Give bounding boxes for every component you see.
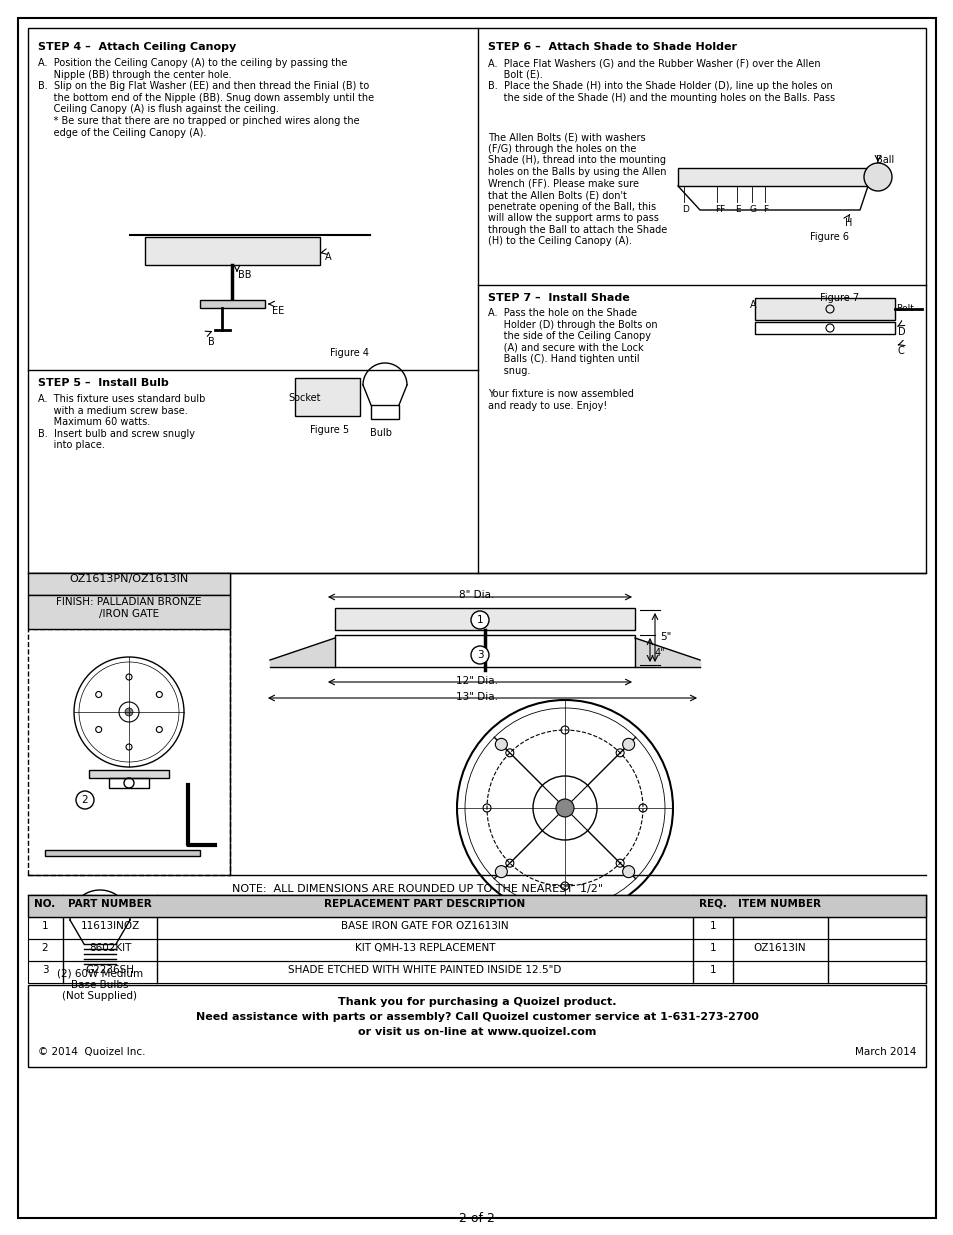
Text: 8" Dia.: 8" Dia. xyxy=(458,590,495,600)
Text: NOTE:  ALL DIMENSIONS ARE ROUNDED UP TO THE NEAREST  1/2": NOTE: ALL DIMENSIONS ARE ROUNDED UP TO T… xyxy=(232,884,602,894)
Circle shape xyxy=(456,700,672,916)
Text: 3: 3 xyxy=(42,965,49,974)
Circle shape xyxy=(471,611,489,629)
Text: BB: BB xyxy=(237,270,252,280)
Text: B: B xyxy=(208,337,214,347)
Bar xyxy=(109,778,149,788)
Text: OZ1613PN/OZ1613IN: OZ1613PN/OZ1613IN xyxy=(70,574,189,584)
Bar xyxy=(28,961,925,983)
Bar xyxy=(335,608,635,630)
Text: Bulb: Bulb xyxy=(370,429,392,438)
Text: 12" Dia.: 12" Dia. xyxy=(456,676,497,685)
Text: 13" Dia.: 13" Dia. xyxy=(456,692,497,701)
Text: EE: EE xyxy=(272,306,284,316)
Bar xyxy=(89,769,169,778)
Text: 8602KIT: 8602KIT xyxy=(89,944,132,953)
Bar xyxy=(200,300,265,308)
Bar xyxy=(28,28,925,573)
Text: STEP 4 –  Attach Ceiling Canopy: STEP 4 – Attach Ceiling Canopy xyxy=(38,42,236,52)
Bar xyxy=(28,939,925,961)
Text: 1: 1 xyxy=(42,921,49,931)
Text: SHADE ETCHED WITH WHITE PAINTED INSIDE 12.5"D: SHADE ETCHED WITH WHITE PAINTED INSIDE 1… xyxy=(288,965,561,974)
Text: ITEM NUMBER: ITEM NUMBER xyxy=(738,899,821,909)
Bar xyxy=(371,405,398,419)
Text: or visit us on-line at www.quoizel.com: or visit us on-line at www.quoizel.com xyxy=(357,1028,596,1037)
Text: Figure 5: Figure 5 xyxy=(310,425,349,435)
Bar xyxy=(28,895,925,918)
Text: REPLACEMENT PART DESCRIPTION: REPLACEMENT PART DESCRIPTION xyxy=(324,899,525,909)
Text: STEP 5 –  Install Bulb: STEP 5 – Install Bulb xyxy=(38,378,169,388)
Text: STEP 7 –  Install Shade: STEP 7 – Install Shade xyxy=(488,293,629,303)
Text: KIT QMH-13 REPLACEMENT: KIT QMH-13 REPLACEMENT xyxy=(355,944,495,953)
Text: The Allen Bolts (E) with washers
(F/G) through the holes on the
Shade (H), threa: The Allen Bolts (E) with washers (F/G) t… xyxy=(488,132,666,247)
Text: 5": 5" xyxy=(659,632,671,642)
Text: F: F xyxy=(762,205,767,214)
Text: Bolt: Bolt xyxy=(895,304,913,312)
Text: 2: 2 xyxy=(42,944,49,953)
Text: G2236SH: G2236SH xyxy=(86,965,134,974)
Text: 1: 1 xyxy=(709,944,716,953)
Bar xyxy=(294,378,359,416)
Text: 2: 2 xyxy=(82,795,89,805)
Text: (2) 60W Medium
Base Bulbs
(Not Supplied): (2) 60W Medium Base Bulbs (Not Supplied) xyxy=(57,968,143,1002)
Bar xyxy=(754,322,894,333)
Text: G: G xyxy=(749,205,757,214)
Circle shape xyxy=(495,866,507,878)
Text: C: C xyxy=(897,346,903,356)
Bar xyxy=(45,850,200,856)
Bar xyxy=(28,918,925,939)
Text: NO.: NO. xyxy=(34,899,55,909)
Bar xyxy=(678,168,867,186)
Text: E: E xyxy=(734,205,740,214)
Bar xyxy=(145,237,319,266)
Circle shape xyxy=(622,866,634,878)
Bar xyxy=(28,986,925,1067)
Text: Ball: Ball xyxy=(875,156,893,165)
Text: Figure 6: Figure 6 xyxy=(809,232,848,242)
Text: 11613INOZ: 11613INOZ xyxy=(80,921,139,931)
Text: PART NUMBER: PART NUMBER xyxy=(68,899,152,909)
Text: Figure 4: Figure 4 xyxy=(330,348,369,358)
Text: Socket: Socket xyxy=(288,393,320,403)
Circle shape xyxy=(556,799,574,818)
Text: OZ1613IN: OZ1613IN xyxy=(753,944,805,953)
Circle shape xyxy=(863,163,891,191)
Text: Need assistance with parts or assembly? Call Quoizel customer service at 1-631-2: Need assistance with parts or assembly? … xyxy=(195,1011,758,1023)
Text: 1: 1 xyxy=(709,965,716,974)
Text: D: D xyxy=(897,327,904,337)
Circle shape xyxy=(471,646,489,664)
Text: Figure 7: Figure 7 xyxy=(820,293,859,303)
Text: 2 of 2: 2 of 2 xyxy=(458,1212,495,1225)
Circle shape xyxy=(76,790,94,809)
Bar xyxy=(28,573,230,595)
Text: 1: 1 xyxy=(709,921,716,931)
Text: 3: 3 xyxy=(476,650,483,659)
Text: 4": 4" xyxy=(655,648,665,658)
Text: A: A xyxy=(749,300,756,310)
Text: © 2014  Quoizel Inc.: © 2014 Quoizel Inc. xyxy=(38,1047,146,1057)
Circle shape xyxy=(495,739,507,751)
Text: REQ.: REQ. xyxy=(699,899,726,909)
Bar xyxy=(754,298,894,320)
Text: D: D xyxy=(681,205,688,214)
Text: H: H xyxy=(844,219,851,228)
Text: STEP 6 –  Attach Shade to Shade Holder: STEP 6 – Attach Shade to Shade Holder xyxy=(488,42,737,52)
Text: A.  Position the Ceiling Canopy (A) to the ceiling by passing the
     Nipple (B: A. Position the Ceiling Canopy (A) to th… xyxy=(38,58,374,137)
Bar xyxy=(28,595,230,629)
Bar xyxy=(335,635,635,667)
Circle shape xyxy=(125,708,132,716)
Text: Thank you for purchasing a Quoizel product.: Thank you for purchasing a Quoizel produ… xyxy=(337,997,616,1007)
Text: March 2014: March 2014 xyxy=(854,1047,915,1057)
Text: A.  This fixture uses standard bulb
     with a medium screw base.
     Maximum : A. This fixture uses standard bulb with … xyxy=(38,394,205,451)
Circle shape xyxy=(622,739,634,751)
Text: A.  Place Flat Washers (G) and the Rubber Washer (F) over the Allen
     Bolt (E: A. Place Flat Washers (G) and the Rubber… xyxy=(488,58,834,103)
Text: FF: FF xyxy=(714,205,724,214)
Text: BASE IRON GATE FOR OZ1613IN: BASE IRON GATE FOR OZ1613IN xyxy=(341,921,508,931)
Text: 1: 1 xyxy=(476,615,483,625)
Bar xyxy=(28,629,230,876)
Text: A.  Pass the hole on the Shade
     Holder (D) through the Bolts on
     the sid: A. Pass the hole on the Shade Holder (D)… xyxy=(488,308,657,411)
Text: FINISH: PALLADIAN BRONZE
/IRON GATE: FINISH: PALLADIAN BRONZE /IRON GATE xyxy=(56,597,201,619)
Text: A: A xyxy=(325,252,332,262)
